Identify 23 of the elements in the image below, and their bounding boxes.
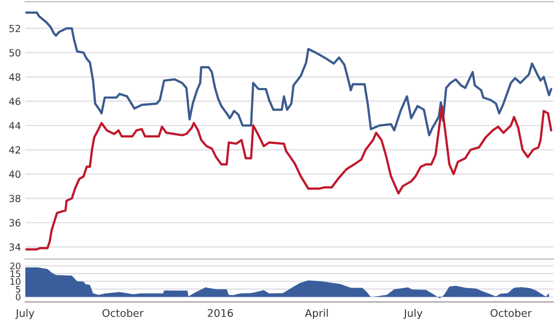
y-tick-label: 15 xyxy=(10,270,20,278)
y-tick-label: 38 xyxy=(9,194,20,202)
line-series xyxy=(25,104,552,250)
line-series xyxy=(25,11,552,136)
x-tick-label: October xyxy=(490,308,532,317)
y-tick-label: 34 xyxy=(9,243,20,251)
y-tick-label: 46 xyxy=(9,98,20,106)
x-tick-label: July xyxy=(15,308,34,319)
y-tick-label: 36 xyxy=(9,219,20,226)
x-tick-label: October xyxy=(102,308,144,317)
y-tick-label: 0 xyxy=(16,294,20,300)
y-tick-label: 42 xyxy=(9,146,20,154)
y-tick-label: 52 xyxy=(9,24,20,32)
y-tick-label: 5 xyxy=(16,286,20,293)
y-tick-label: 40 xyxy=(9,170,20,178)
y-tick-label: 50 xyxy=(9,49,20,56)
y-tick-label: 20 xyxy=(10,262,20,270)
x-tick-label: July xyxy=(403,308,422,319)
y-tick-label: 10 xyxy=(10,278,20,285)
x-tick-label: 2016 xyxy=(208,309,233,317)
y-tick-label: 44 xyxy=(9,122,20,130)
y-tick-label: 48 xyxy=(9,73,20,81)
x-tick-label: April xyxy=(304,308,328,319)
